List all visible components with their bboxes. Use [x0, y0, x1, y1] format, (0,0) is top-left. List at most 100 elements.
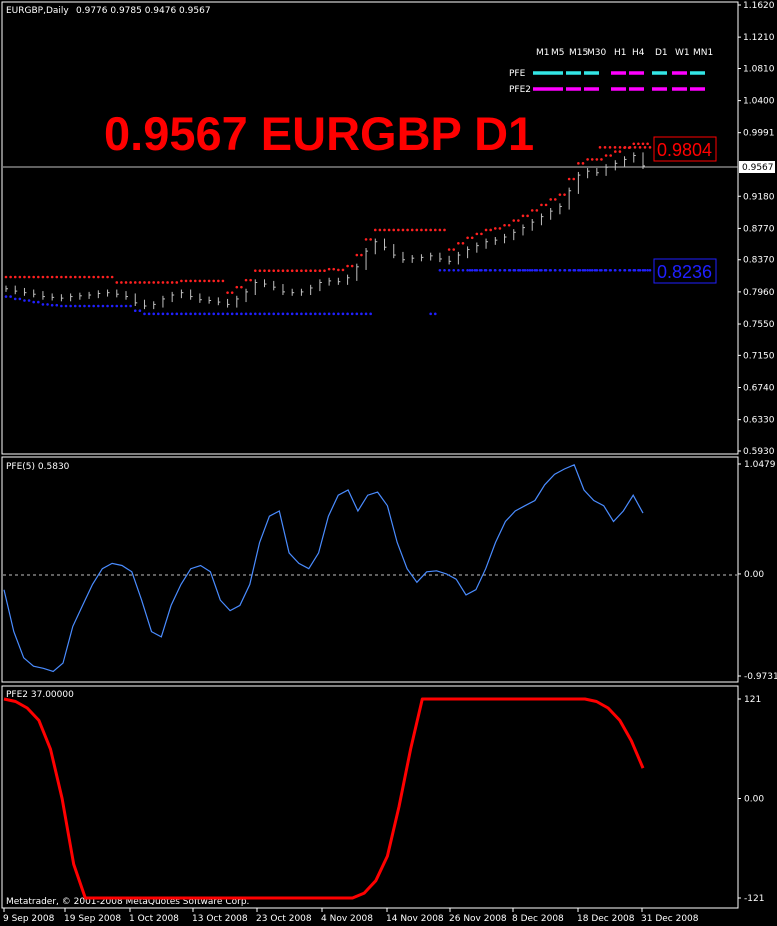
resistance-dot — [447, 248, 451, 251]
resistance-dot — [37, 275, 40, 279]
resistance-dot — [420, 228, 423, 232]
price-axis-label: 1.1210 — [743, 33, 775, 43]
support-dot — [350, 312, 354, 316]
support-dot — [83, 304, 86, 308]
support-dot — [470, 268, 474, 272]
resistance-dot — [27, 275, 31, 279]
support-dot — [553, 268, 557, 272]
resistance-dot — [46, 275, 49, 279]
resistance-dot — [337, 268, 340, 272]
time-axis-label: 18 Dec 2008 — [577, 914, 635, 924]
resistance-dot — [373, 228, 377, 232]
resistance-dot — [180, 279, 183, 283]
support-dot — [533, 268, 537, 272]
support-dot — [235, 312, 239, 316]
resistance-dot — [277, 269, 280, 273]
resistance-dot — [309, 269, 312, 273]
support-dot — [147, 312, 151, 316]
support-dot — [50, 303, 54, 307]
copyright-text: Metatrader, © 2001-2008 MetaQuotes Softw… — [6, 897, 249, 907]
support-dot — [503, 268, 507, 272]
resistance-dot — [623, 146, 627, 149]
resistance-dot — [572, 177, 576, 181]
resistance-dot — [424, 228, 428, 232]
resistance-dot — [461, 241, 465, 245]
support-dot — [244, 312, 248, 316]
resistance-dot — [272, 269, 276, 273]
resistance-dot — [78, 275, 82, 279]
support-dot — [457, 268, 460, 272]
resistance-dot — [323, 269, 326, 273]
support-dot — [643, 268, 647, 272]
support-dot — [433, 312, 437, 316]
support-dot — [518, 268, 522, 272]
resistance-dot — [387, 228, 391, 232]
support-dot — [217, 312, 220, 316]
resistance-dot — [92, 275, 96, 279]
pfe-axis-label: 1.0479 — [744, 460, 776, 470]
pfe2-axis-label: 0.00 — [744, 795, 764, 805]
support-dot — [543, 268, 547, 272]
timeframe-label: D1 — [655, 48, 668, 58]
resistance-dot — [401, 228, 405, 232]
support-dot — [598, 268, 602, 272]
resistance-dot — [203, 279, 206, 283]
resistance-dot — [4, 275, 8, 279]
support-dot — [618, 268, 622, 272]
resistance-dot — [632, 142, 636, 146]
support-dot — [152, 312, 156, 316]
support-dot — [69, 304, 72, 308]
symbol-label: EURGBP,Daily — [6, 6, 69, 16]
support-dot — [161, 312, 165, 316]
resistance-dot — [318, 269, 322, 273]
resistance-dot — [457, 241, 460, 245]
resistance-dot — [643, 146, 647, 149]
resistance-dot — [378, 228, 382, 232]
support-dot — [129, 304, 132, 308]
timeframe-label: M1 — [536, 48, 550, 58]
resistance-dot — [581, 162, 585, 165]
support-dot — [263, 312, 266, 316]
current-price-tag — [739, 161, 775, 173]
resistance-dot — [226, 291, 229, 294]
support-dot — [277, 312, 280, 316]
support-dot — [466, 268, 469, 272]
support-dot — [355, 312, 359, 316]
support-dot — [568, 268, 572, 272]
resistance-dot — [258, 269, 262, 273]
resistance-dot — [493, 227, 497, 230]
time-axis-label: 31 Dec 2008 — [641, 914, 699, 924]
support-dot — [120, 304, 123, 308]
resistance-dot — [161, 281, 165, 284]
resistance-dot — [360, 253, 363, 257]
resistance-dot — [157, 281, 160, 284]
resistance-dot — [598, 146, 602, 149]
support-dot — [558, 268, 562, 272]
support-dot — [523, 268, 527, 272]
price-axis-label: 0.9991 — [743, 129, 775, 139]
resistance-dot — [263, 269, 266, 273]
resistance-dot — [618, 150, 622, 153]
support-dot — [578, 268, 582, 272]
resistance-dot — [166, 281, 169, 284]
support-dot — [281, 312, 285, 316]
support-dot — [106, 304, 109, 308]
resistance-dot — [577, 162, 580, 165]
support-dot — [133, 309, 137, 312]
resistance-dot — [170, 281, 174, 284]
support-dot — [452, 268, 456, 272]
resistance-dot — [221, 279, 225, 283]
support-dot — [438, 268, 442, 272]
big-title: 0.9567 EURGBP D1 — [104, 107, 534, 160]
resistance-dot — [558, 193, 562, 196]
support-dot — [468, 268, 472, 272]
price-axis: 1.1620 1.1210 1.0810 1.0400 0.9991 0.9180 0.87… — [738, 1, 775, 457]
support-dot — [230, 312, 234, 316]
price-bars — [5, 152, 645, 310]
resistance-dot — [143, 281, 146, 284]
resistance-dot — [618, 146, 622, 149]
resistance-dot — [69, 275, 72, 279]
resistance-dot — [608, 146, 612, 149]
resistance-dot — [101, 275, 105, 279]
